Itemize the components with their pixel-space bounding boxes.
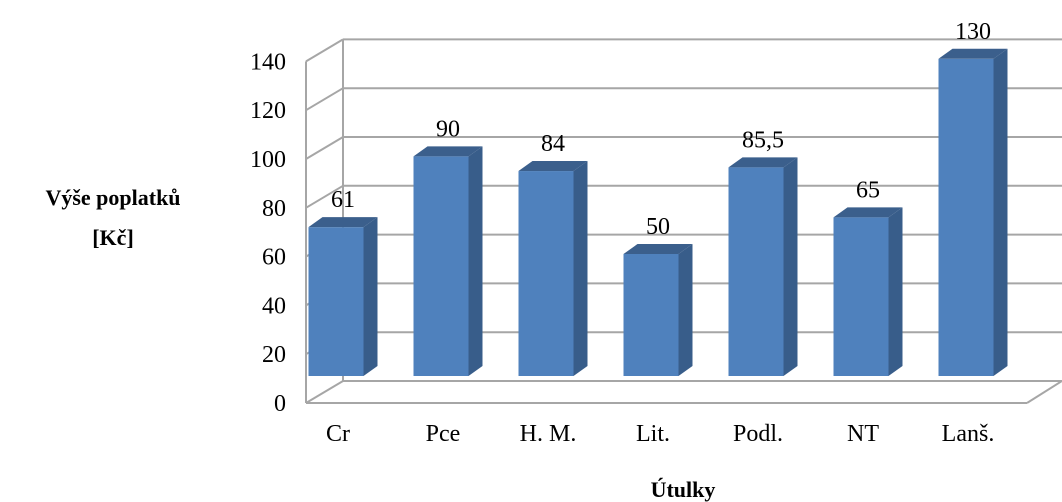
bar [308,217,378,376]
bar [938,48,1008,377]
x-category-label: Lanš. [942,421,995,447]
bar-top [728,157,798,168]
bar-side [573,161,588,376]
bar-side [678,244,693,376]
bar [518,161,588,376]
y-axis-ticks: 0 20 40 60 80 100 120 140 [250,49,286,417]
data-label: 85,5 [742,127,784,153]
bar [728,157,798,376]
bar-top [518,161,588,172]
bar-front [728,167,784,376]
x-category-label: Cr [326,421,350,447]
data-label: 90 [436,116,460,142]
bar-front [833,217,889,376]
data-label: 130 [955,19,991,45]
y-axis-title-line-1: Výše poplatků [45,185,180,210]
gridline-depth [305,380,344,404]
bar-front [623,254,679,376]
gridline-depth [305,136,344,160]
bar [833,207,903,376]
data-labels: 61 90 84 50 85,5 65 130 [331,19,991,240]
bar-front [413,156,469,376]
x-axis-categories: Cr Pce H. M. Lit. Podl. NT Lanš. [326,421,994,447]
gridline-depth [305,87,344,112]
gridline-depth [305,184,344,209]
y-tick-label: 120 [250,98,286,124]
bar-top [413,146,483,157]
bar-top [833,207,903,218]
data-label: 50 [646,214,670,240]
y-tick-label: 0 [274,391,286,417]
bars [308,48,1008,377]
bar-side [888,207,903,376]
data-label: 84 [541,131,565,157]
y-tick-label: 60 [262,245,286,271]
y-axis-title-line-2: [Kč] [92,225,134,250]
bar-side [363,217,378,376]
gridline-depth [305,38,344,63]
bar [623,244,693,376]
floor-right-edge [1026,380,1062,404]
y-tick-label: 20 [262,342,286,368]
bar-top [308,217,378,228]
y-tick-label: 100 [250,147,286,173]
bar-front [518,171,574,376]
x-category-label: Lit. [636,421,670,447]
x-category-label: NT [847,421,879,447]
data-label: 65 [856,177,880,203]
y-tick-label: 40 [262,293,286,319]
bar-top [938,48,1008,59]
x-category-label: H. M. [520,421,577,447]
x-axis-title: Útulky [651,477,716,502]
bar-top [623,244,693,254]
bar-side [993,48,1008,377]
bar-side [468,146,483,376]
y-tick-label: 140 [250,49,286,75]
x-category-label: Podl. [733,421,783,447]
data-label: 61 [331,187,355,213]
bar [413,146,483,376]
bar-side [783,157,798,376]
x-category-label: Pce [426,421,461,447]
bar-front [938,58,994,377]
y-tick-label: 80 [262,196,286,222]
bar-front [308,227,364,376]
